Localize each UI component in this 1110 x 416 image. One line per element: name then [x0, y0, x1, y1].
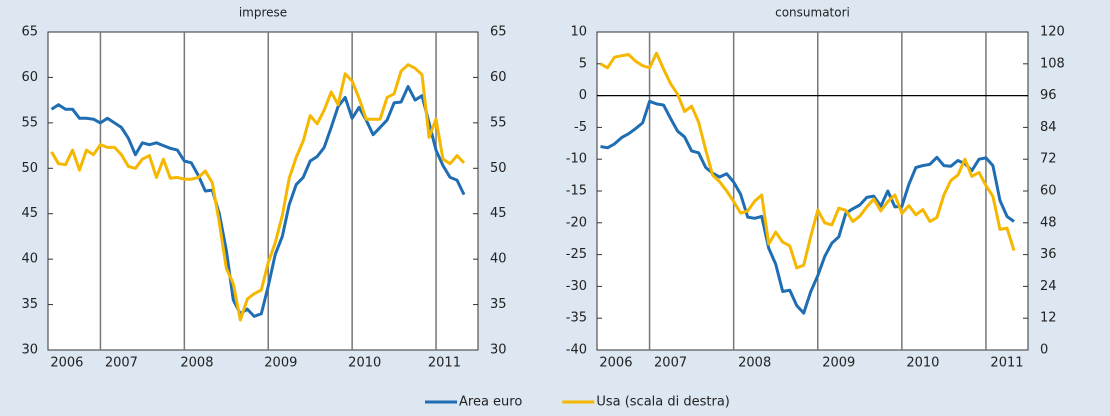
y2-tick-label: 65 [490, 25, 507, 40]
x-tick-label: 2007 [654, 356, 687, 371]
y2-tick-label: 108 [1040, 56, 1065, 71]
y2-tick-label: 24 [1040, 279, 1057, 294]
y-tick-label: -15 [566, 184, 587, 199]
y2-tick-label: 60 [1040, 184, 1057, 199]
series-line [600, 99, 1015, 315]
y-tick-label: -5 [574, 120, 587, 135]
y-tick-label: -20 [566, 215, 587, 230]
y2-tick-label: 50 [490, 161, 507, 176]
y2-tick-label: 35 [490, 297, 507, 312]
x-tick-label: 2011 [990, 356, 1023, 371]
y-tick-label: 50 [21, 161, 38, 176]
legend-label: Usa (scala di destra) [596, 395, 730, 410]
y-tick-label: 10 [570, 25, 587, 40]
y-tick-label: 65 [21, 25, 38, 40]
y-tick-label: -25 [566, 247, 587, 262]
y-tick-label: -30 [566, 279, 587, 294]
y2-tick-label: 96 [1040, 88, 1057, 103]
x-tick-label: 2009 [822, 356, 855, 371]
y-tick-label: 5 [579, 56, 587, 71]
y-tick-label: 60 [21, 70, 38, 85]
y2-tick-label: 60 [490, 70, 507, 85]
y2-tick-label: 0 [1040, 343, 1048, 358]
y-tick-label: -40 [566, 343, 587, 358]
x-tick-label: 2006 [50, 356, 83, 371]
y2-tick-label: 48 [1040, 215, 1057, 230]
legend-label: Area euro [459, 395, 522, 410]
x-tick-label: 2009 [264, 356, 297, 371]
y2-tick-label: 55 [490, 115, 507, 130]
x-tick-label: 2008 [180, 356, 213, 371]
series-line [50, 63, 466, 322]
x-tick-label: 2010 [906, 356, 939, 371]
y2-tick-label: 72 [1040, 152, 1057, 167]
y2-tick-label: 12 [1040, 311, 1057, 326]
y-tick-label: -10 [566, 152, 587, 167]
y-tick-label: 45 [21, 206, 38, 221]
x-tick-label: 2007 [105, 356, 138, 371]
y2-tick-label: 30 [490, 343, 507, 358]
x-tick-label: 2011 [428, 356, 461, 371]
plot-area [47, 31, 479, 351]
y-tick-label: -35 [566, 311, 587, 326]
x-tick-label: 2008 [738, 356, 771, 371]
series-line [599, 51, 1016, 270]
y-tick-label: 0 [579, 88, 587, 103]
y2-tick-label: 120 [1040, 25, 1065, 40]
x-tick-label: 2006 [599, 356, 632, 371]
y2-tick-label: 36 [1040, 247, 1057, 262]
y-tick-label: 30 [21, 343, 38, 358]
panel-title: imprese [239, 6, 287, 20]
y-tick-label: 55 [21, 115, 38, 130]
y-tick-label: 40 [21, 252, 38, 267]
panel-title: consumatori [775, 6, 850, 20]
y2-tick-label: 84 [1040, 120, 1057, 135]
y2-tick-label: 40 [490, 252, 507, 267]
x-tick-label: 2010 [348, 356, 381, 371]
plot-area [596, 31, 1029, 351]
series-line [50, 85, 466, 318]
y-tick-label: 35 [21, 297, 38, 312]
y2-tick-label: 45 [490, 206, 507, 221]
